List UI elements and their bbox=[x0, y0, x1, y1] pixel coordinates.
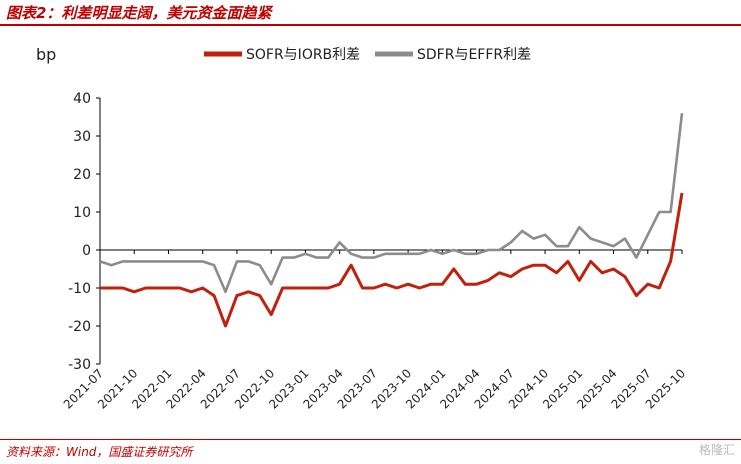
y-tick-label: -30 bbox=[68, 357, 91, 373]
chart-title: 图表2：利差明显走阔，美元资金面趋紧 bbox=[6, 4, 272, 22]
y-tick-label: 20 bbox=[73, 167, 91, 183]
series-line-sofr-iorb bbox=[100, 192, 684, 328]
series-lines bbox=[99, 113, 684, 328]
tick-labels: 403020100-10-20-302021-072021-102022-012… bbox=[61, 91, 688, 412]
footer-divider bbox=[0, 439, 741, 440]
chart-canvas: bp SOFR与IORB利差 SDFR与EFFR利差 40 30 20 10 0 -10 -2… bbox=[36, 45, 688, 412]
series-line-sdfr-effr bbox=[99, 113, 684, 294]
legend-item-sofr-iorb: SOFR与IORB利差 bbox=[204, 47, 360, 63]
axes bbox=[96, 97, 683, 365]
watermark-logo: 格隆汇 bbox=[698, 443, 735, 457]
y-tick-label: 10 bbox=[73, 205, 91, 221]
legend: SOFR与IORB利差 SDFR与EFFR利差 bbox=[204, 47, 531, 63]
y-tick-label: 40 bbox=[73, 91, 91, 107]
y-tick-label: -20 bbox=[68, 319, 91, 335]
y-tick-label: 30 bbox=[73, 129, 91, 145]
source-note: 资料来源：Wind，国盛证券研究所 bbox=[6, 445, 193, 459]
y-tick-label: 0 bbox=[82, 243, 91, 259]
y-tick-label: -10 bbox=[68, 281, 91, 297]
title-divider bbox=[0, 24, 741, 26]
legend-label: SDFR与EFFR利差 bbox=[417, 47, 531, 63]
y-axis-unit-label: bp bbox=[36, 45, 56, 64]
legend-item-sdfr-effr: SDFR与EFFR利差 bbox=[375, 47, 531, 63]
legend-label: SOFR与IORB利差 bbox=[246, 47, 360, 63]
